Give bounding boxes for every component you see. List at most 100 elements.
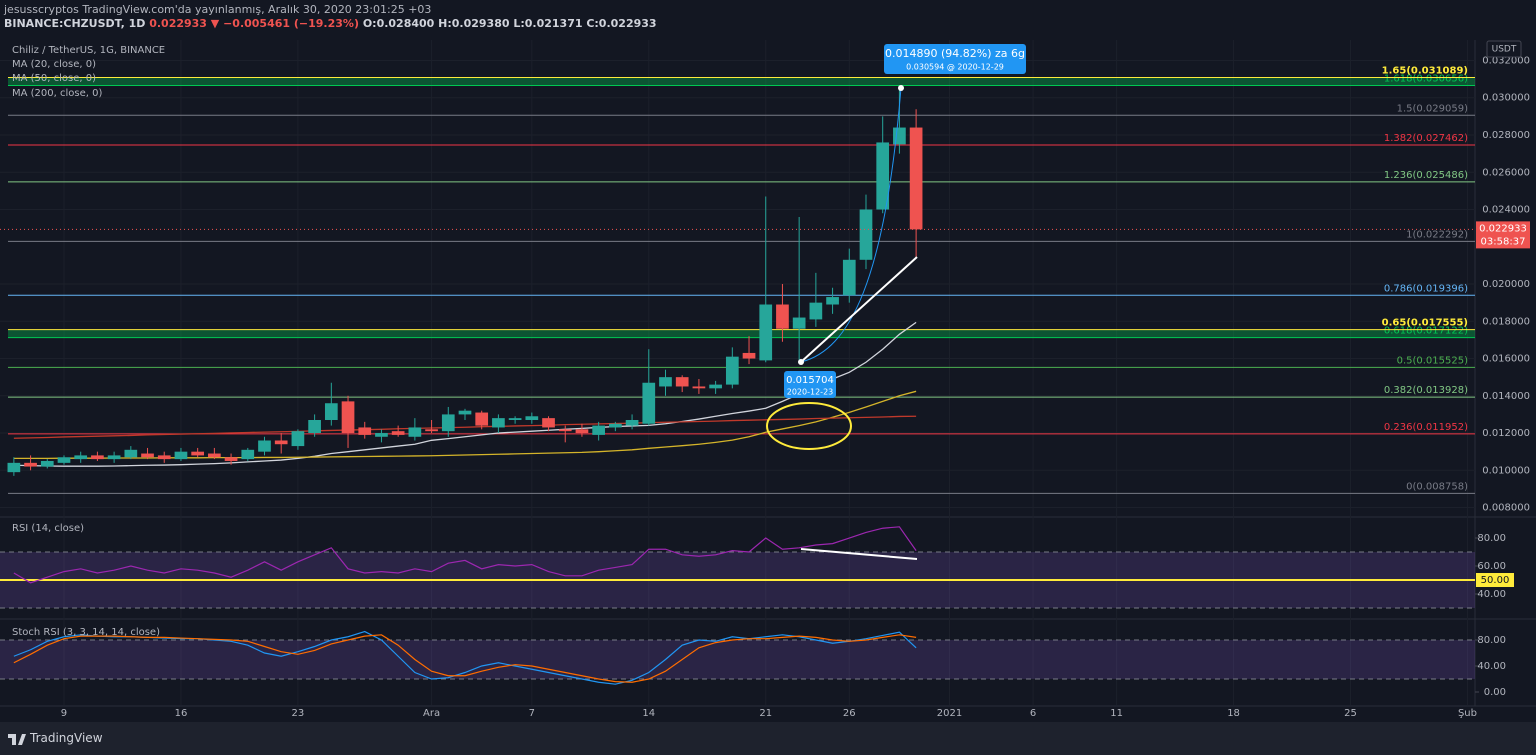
y-tick-label: 80.00 bbox=[1477, 533, 1506, 544]
candle-body bbox=[542, 418, 555, 428]
line bbox=[13, 634, 917, 683]
fib-label: 1.236(0.025486) bbox=[1384, 170, 1468, 181]
candle-body bbox=[274, 440, 288, 445]
legend-item: MA (200, close, 0) bbox=[12, 88, 102, 99]
quote-line: BINANCE:CHZUSDT, 1D 0.022933 ▼ −0.005461… bbox=[4, 17, 657, 30]
candle-body bbox=[692, 386, 706, 389]
candle-body bbox=[826, 297, 839, 305]
candle-body bbox=[141, 453, 154, 458]
x-tick-label: 23 bbox=[292, 708, 305, 719]
candle-body bbox=[57, 457, 71, 463]
candle-body bbox=[776, 304, 789, 329]
candle-body bbox=[725, 356, 739, 385]
candle-body bbox=[74, 455, 88, 460]
line bbox=[13, 526, 917, 584]
y-tick-label: 0.032000 bbox=[1482, 55, 1530, 66]
main-legend: Chiliz / TetherUS, 1G, BINANCE bbox=[12, 45, 165, 56]
fib-label: 0.236(0.011952) bbox=[1384, 422, 1468, 433]
x-tick-label: Şub bbox=[1458, 708, 1477, 719]
fib-label: 0.65(0.017555) bbox=[1382, 318, 1468, 329]
line bbox=[13, 415, 917, 439]
candle-body bbox=[558, 429, 572, 432]
candle-body bbox=[876, 142, 890, 210]
candle-body bbox=[308, 420, 321, 434]
y-tick-label: 0.028000 bbox=[1482, 130, 1530, 141]
y-tick-label: 80.00 bbox=[1477, 635, 1506, 646]
point-sub: 2020-12-23 bbox=[787, 388, 834, 397]
rsi-legend: RSI (14, close) bbox=[12, 523, 84, 534]
y-tick-label: 40.00 bbox=[1477, 661, 1506, 672]
legend-item: MA (20, close, 0) bbox=[12, 59, 96, 70]
fib-label: 0.382(0.013928) bbox=[1384, 385, 1468, 396]
candle-body bbox=[575, 429, 589, 434]
candle-body bbox=[475, 412, 489, 426]
fib-label: 1.5(0.029059) bbox=[1397, 103, 1469, 114]
candle-body bbox=[592, 425, 606, 435]
fib-label: 1.65(0.031089) bbox=[1382, 65, 1468, 76]
candle-body bbox=[258, 440, 271, 452]
candle-body bbox=[609, 423, 622, 428]
x-tick-label: 18 bbox=[1227, 708, 1240, 719]
stoch-legend: Stoch RSI (3, 3, 14, 14, close) bbox=[12, 627, 160, 638]
countdown: 03:58:37 bbox=[1481, 236, 1526, 247]
x-tick-label: 9 bbox=[61, 708, 67, 719]
candle-body bbox=[408, 427, 422, 437]
y-tick-label: 0.010000 bbox=[1482, 465, 1530, 476]
candle-body bbox=[324, 403, 338, 420]
footer: TradingView bbox=[0, 722, 1536, 755]
fib-label: 0.5(0.015525) bbox=[1397, 355, 1469, 366]
y-tick-label: 0.014000 bbox=[1482, 391, 1530, 402]
anchor bbox=[798, 359, 804, 365]
candle-body bbox=[107, 455, 121, 460]
fib-band bbox=[8, 329, 1475, 338]
candle-body bbox=[508, 418, 522, 420]
fib-label: 1.618(0.030656) bbox=[1384, 74, 1468, 85]
x-tick-label: Ara bbox=[423, 708, 440, 719]
y-tick-label: 0.018000 bbox=[1482, 316, 1530, 327]
x-tick-label: 21 bbox=[759, 708, 772, 719]
measure-box bbox=[884, 44, 1026, 74]
point-box bbox=[784, 371, 836, 398]
point-label: 0.015704 bbox=[786, 375, 834, 386]
candle-body bbox=[759, 304, 773, 361]
x-tick-label: 7 bbox=[529, 708, 535, 719]
measure-sub: 0.030594 @ 2020-12-29 bbox=[906, 63, 1004, 72]
candle-body bbox=[625, 420, 639, 426]
candle-body bbox=[659, 377, 672, 387]
candle-body bbox=[174, 451, 188, 460]
change: 0.022933 ▼ −0.005461 (−19.23%) bbox=[149, 17, 359, 30]
x-tick-label: 14 bbox=[642, 708, 655, 719]
fib-label: 0.618(0.017122) bbox=[1384, 326, 1468, 337]
x-tick-label: 16 bbox=[175, 708, 188, 719]
candle-body bbox=[709, 384, 722, 389]
y-tick-label: 0.026000 bbox=[1482, 167, 1530, 178]
candle-body bbox=[224, 457, 238, 461]
fib-label: 1(0.022292) bbox=[1406, 229, 1468, 240]
candle-body bbox=[425, 429, 438, 432]
candle-body bbox=[24, 462, 37, 467]
x-tick-label: 11 bbox=[1110, 708, 1123, 719]
fib-label: 0(0.008758) bbox=[1406, 481, 1468, 492]
candle-body bbox=[341, 401, 355, 434]
symbol: BINANCE:CHZUSDT, 1D bbox=[4, 17, 146, 30]
candle-body bbox=[792, 317, 806, 329]
fib-label: 1.382(0.027462) bbox=[1384, 133, 1468, 144]
y-tick-label: 0.030000 bbox=[1482, 93, 1530, 104]
candle-body bbox=[742, 352, 756, 359]
candle-body bbox=[241, 449, 255, 460]
logo-icon bbox=[8, 734, 26, 745]
marks: 9 16 23 Ara 7 14 21 26 2021 6 11 18 25 Şub 0.032000 0.0… bbox=[0, 40, 1530, 719]
y-tick-label: 40.00 bbox=[1477, 589, 1506, 600]
y-tick-label: 0.016000 bbox=[1482, 354, 1530, 365]
candle-body bbox=[291, 431, 305, 447]
candle-body bbox=[492, 418, 505, 428]
candle-body bbox=[191, 451, 205, 456]
y-tick-label: 0.008000 bbox=[1482, 503, 1530, 514]
candle-body bbox=[859, 209, 873, 260]
measure-curve bbox=[800, 87, 902, 363]
candle-body bbox=[40, 460, 54, 467]
legend-item: MA (50, close, 0) bbox=[12, 73, 96, 84]
last-price: 0.022933 bbox=[1479, 223, 1527, 234]
line bbox=[13, 630, 917, 685]
band-fill bbox=[0, 640, 1475, 680]
